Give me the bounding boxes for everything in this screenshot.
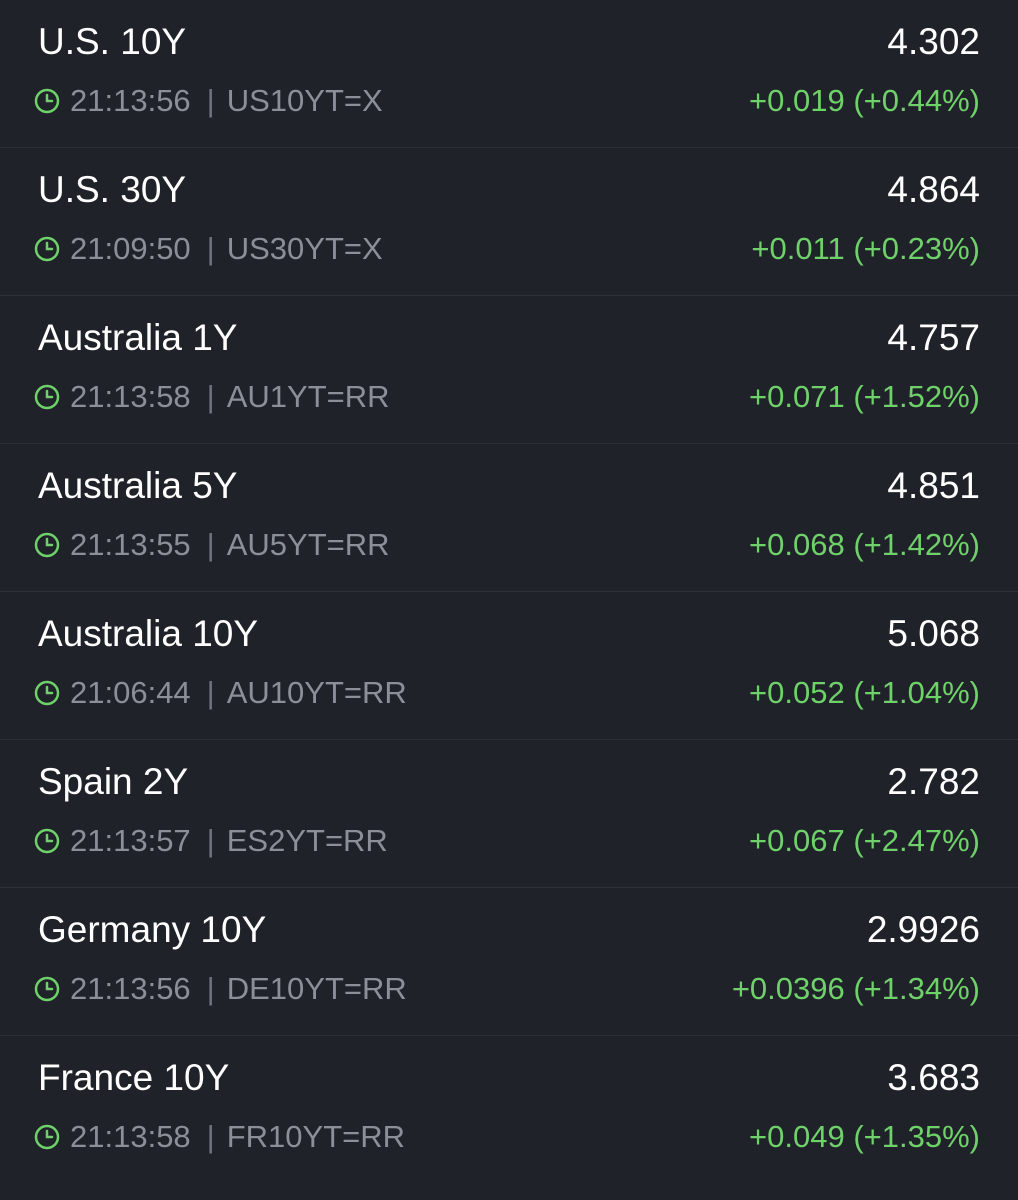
clock-icon [34, 532, 60, 558]
quote-price: 2.782 [887, 761, 980, 802]
quote-name: France 10Y [38, 1057, 230, 1098]
quote-price: 5.068 [887, 613, 980, 654]
quote-price: 3.683 [887, 1057, 980, 1098]
quote-name: Australia 1Y [38, 317, 238, 358]
quote-time: 21:13:56 [70, 83, 191, 118]
quote-price: 4.757 [887, 317, 980, 358]
quote-meta: 21:09:50 | US30YT=X [34, 229, 383, 269]
quote-change: +0.049 (+1.35%) [749, 1119, 980, 1154]
quote-meta: 21:13:58 | FR10YT=RR [34, 1117, 405, 1157]
quote-row-us-10y[interactable]: U.S. 10Y 4.302 21:13:56 | US10YT=X +0.01… [0, 0, 1018, 148]
quote-symbol: US10YT=X [226, 83, 383, 118]
quote-time: 21:13:58 [70, 1119, 191, 1154]
quote-row-spain-2y[interactable]: Spain 2Y 2.782 21:13:57 | ES2YT=RR +0.06… [0, 740, 1018, 888]
clock-icon [34, 236, 60, 262]
quote-price: 4.864 [887, 169, 980, 210]
quote-meta: 21:13:56 | DE10YT=RR [34, 969, 407, 1009]
clock-icon [34, 976, 60, 1002]
quote-time: 21:06:44 [70, 675, 191, 710]
clock-icon [34, 680, 60, 706]
quote-time: 21:09:50 [70, 231, 191, 266]
quote-price: 4.851 [887, 465, 980, 506]
quote-name: Australia 10Y [38, 613, 259, 654]
quote-change: +0.071 (+1.52%) [749, 379, 980, 414]
quote-time: 21:13:56 [70, 971, 191, 1006]
quote-name: Australia 5Y [38, 465, 238, 506]
meta-separator: | [206, 379, 215, 414]
quote-price: 2.9926 [866, 909, 980, 950]
quote-meta: 21:13:58 | AU1YT=RR [34, 377, 390, 417]
quote-change: +0.052 (+1.04%) [749, 675, 980, 710]
quote-price: 4.302 [887, 21, 980, 62]
quote-name: U.S. 30Y [38, 169, 187, 210]
quote-time: 21:13:58 [70, 379, 191, 414]
quote-time: 21:13:57 [70, 823, 191, 858]
quote-change: +0.068 (+1.42%) [749, 527, 980, 562]
clock-icon [34, 384, 60, 410]
clock-icon [34, 88, 60, 114]
quote-symbol: FR10YT=RR [226, 1119, 406, 1154]
quote-row-australia-1y[interactable]: Australia 1Y 4.757 21:13:58 | AU1YT=RR +… [0, 296, 1018, 444]
quote-symbol: AU5YT=RR [226, 527, 390, 562]
meta-separator: | [206, 971, 215, 1006]
meta-separator: | [206, 231, 215, 266]
quote-symbol: ES2YT=RR [226, 823, 388, 858]
meta-separator: | [206, 83, 215, 118]
quote-row-australia-10y[interactable]: Australia 10Y 5.068 21:06:44 | AU10YT=RR… [0, 592, 1018, 740]
quote-change: +0.0396 (+1.34%) [731, 971, 980, 1006]
meta-separator: | [206, 675, 215, 710]
meta-separator: | [206, 1119, 215, 1154]
quote-symbol: AU1YT=RR [226, 379, 390, 414]
quote-row-germany-10y[interactable]: Germany 10Y 2.9926 21:13:56 | DE10YT=RR … [0, 888, 1018, 1036]
meta-separator: | [206, 823, 215, 858]
quote-name: U.S. 10Y [38, 21, 187, 62]
quote-change: +0.067 (+2.47%) [749, 823, 980, 858]
quote-row-australia-5y[interactable]: Australia 5Y 4.851 21:13:55 | AU5YT=RR +… [0, 444, 1018, 592]
quote-name: Germany 10Y [38, 909, 267, 950]
quote-symbol: DE10YT=RR [226, 971, 407, 1006]
quote-symbol: AU10YT=RR [226, 675, 407, 710]
clock-icon [34, 828, 60, 854]
quote-meta: 21:13:55 | AU5YT=RR [34, 525, 390, 565]
quote-change: +0.011 (+0.23%) [751, 231, 980, 266]
quote-symbol: US30YT=X [226, 231, 383, 266]
quote-row-us-30y[interactable]: U.S. 30Y 4.864 21:09:50 | US30YT=X +0.01… [0, 148, 1018, 296]
quote-meta: 21:13:57 | ES2YT=RR [34, 821, 388, 861]
quote-name: Spain 2Y [38, 761, 189, 802]
quote-time: 21:13:55 [70, 527, 191, 562]
clock-icon [34, 1124, 60, 1150]
quote-meta: 21:13:56 | US10YT=X [34, 81, 383, 121]
quote-change: +0.019 (+0.44%) [749, 83, 980, 118]
quote-meta: 21:06:44 | AU10YT=RR [34, 673, 407, 713]
meta-separator: | [206, 527, 215, 562]
quote-row-france-10y[interactable]: France 10Y 3.683 21:13:58 | FR10YT=RR +0… [0, 1036, 1018, 1184]
